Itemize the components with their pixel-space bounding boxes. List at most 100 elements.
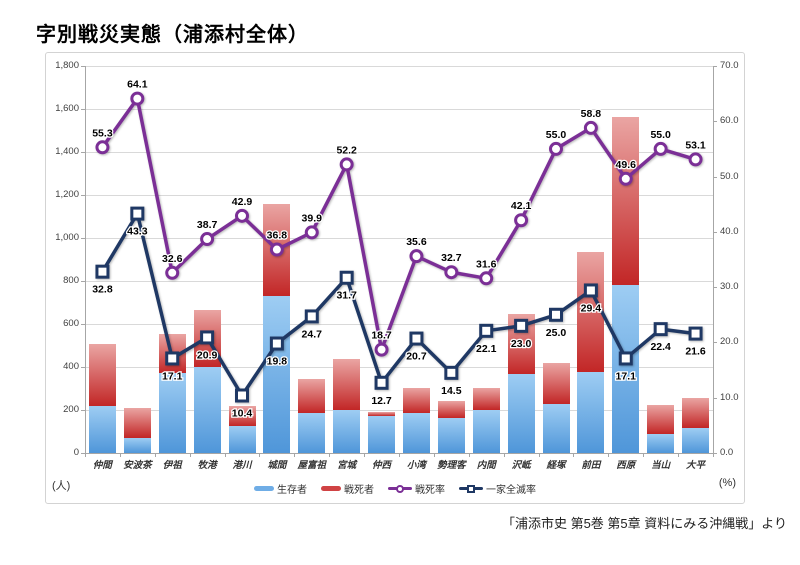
left-axis-tick-label: 1,000	[55, 232, 79, 243]
chart-container: 0 200 400 600 800 1,000 1,200 1,400 1,600 1,800 0.…	[45, 52, 745, 504]
circle-marker-icon	[165, 265, 180, 280]
circle-marker-icon	[688, 152, 703, 167]
gridline	[85, 410, 713, 411]
series-一家全滅率	[95, 206, 703, 403]
category-axis-tick	[294, 453, 296, 457]
bar-survivors	[228, 426, 256, 453]
gridline	[85, 367, 713, 368]
bar-war-dead	[298, 378, 326, 414]
data-label-一家全滅率: 25.0	[546, 327, 567, 339]
left-axis-tick	[81, 66, 85, 67]
right-axis-tick-label: 40.0	[720, 225, 739, 237]
data-label-戦死率: 42.1	[511, 200, 532, 212]
circle-marker-icon	[200, 232, 215, 247]
circle-marker-icon	[269, 242, 284, 257]
category-axis-tick	[538, 453, 540, 457]
right-axis-tick-label: 30.0	[720, 281, 739, 293]
left-axis-tick	[81, 281, 85, 282]
right-axis-line	[713, 66, 714, 453]
category-axis-tick	[85, 453, 86, 457]
category-label: 小湾	[406, 460, 426, 471]
source-citation: 「浦添市史 第5巻 第5章 資料にみる沖縄戦」より	[501, 516, 787, 531]
data-label-一家全滅率: 17.1	[616, 370, 637, 382]
square-marker-icon	[688, 326, 703, 341]
gridline	[85, 238, 713, 239]
data-label-戦死率: 31.6	[476, 258, 497, 270]
category-label: 安波茶	[123, 460, 152, 471]
bar-war-dead	[333, 359, 361, 411]
data-label-一家全滅率: 22.1	[476, 343, 497, 355]
legend-item-death-rate: 戦死率	[388, 481, 445, 496]
category-axis-tick	[573, 453, 575, 457]
left-axis-tick-label: 1,200	[55, 189, 79, 200]
bar-war-dead	[542, 362, 570, 405]
square-marker-icon	[514, 318, 529, 333]
right-axis-tick-label: 20.0	[720, 336, 739, 348]
right-axis-unit-label: (%)	[718, 477, 736, 489]
circle-marker-icon	[583, 120, 598, 135]
bar-survivors	[193, 367, 221, 453]
bar-survivors	[158, 373, 186, 453]
data-label-戦死率: 39.9	[302, 212, 323, 224]
data-label-一家全滅率: 12.7	[371, 395, 392, 407]
line-layer: 55.3 64.1 32.6 38.7 42.9 36.8 39.9 52.2 18.7 35.6…	[91, 77, 707, 420]
gridline	[85, 109, 713, 110]
chart-title: 字別戦災実態（浦添村全体）	[36, 24, 309, 46]
right-axis-tick	[713, 287, 717, 289]
circle-marker-icon	[409, 249, 424, 264]
bar-war-dead	[368, 412, 396, 417]
gridline	[85, 66, 713, 67]
data-label-戦死率: 36.8	[267, 230, 288, 242]
bar-survivors	[577, 371, 605, 453]
category-label: 宮城	[337, 460, 357, 471]
square-marker-icon	[583, 283, 598, 298]
gridline	[85, 324, 713, 325]
gridline	[85, 281, 713, 282]
data-label-戦死率: 58.8	[581, 108, 602, 120]
square-marker-icon	[618, 351, 633, 366]
death-rate-line-swatch-icon	[388, 484, 412, 493]
left-axis-tick	[81, 152, 85, 153]
bar-war-dead	[612, 116, 640, 286]
bar-war-dead	[402, 388, 430, 414]
data-label-戦死率: 52.2	[336, 144, 357, 156]
data-label-一家全滅率: 29.4	[581, 302, 602, 314]
bar-survivors	[612, 285, 640, 453]
data-label-一家全滅率: 21.6	[685, 346, 706, 358]
category-label: 屋富祖	[297, 460, 327, 471]
left-axis-tick	[81, 367, 85, 368]
data-label-戦死率: 64.1	[127, 79, 148, 91]
bar-survivors	[333, 410, 361, 453]
legend-label-family-annihilation-rate: 一家全滅率	[486, 485, 536, 496]
left-axis-tick	[81, 453, 85, 454]
war-dead-bar-swatch-icon	[321, 486, 341, 491]
survivors-bar-swatch-icon	[254, 486, 274, 491]
category-axis-tick	[329, 453, 331, 457]
right-axis-tick	[713, 176, 717, 178]
category-axis-tick	[224, 453, 226, 457]
left-axis-tick	[81, 195, 85, 196]
family-annihilation-line-swatch-icon	[459, 484, 483, 493]
data-label-戦死率: 55.0	[650, 129, 671, 141]
right-axis-tick-label: 50.0	[720, 170, 739, 182]
legend-label-war-dead: 戦死者	[344, 485, 374, 496]
data-label-戦死率: 55.0	[546, 129, 567, 141]
left-axis-tick-label: 1,400	[55, 146, 79, 157]
square-marker-icon	[235, 388, 249, 403]
category-label: 内間	[476, 460, 496, 471]
bar-war-dead	[647, 405, 675, 434]
bar-war-dead	[472, 388, 500, 411]
data-label-一家全滅率: 43.3	[127, 226, 148, 238]
circle-marker-icon	[549, 141, 563, 156]
bar-survivors	[647, 433, 675, 453]
category-axis-tick	[259, 453, 261, 457]
category-label: 大平	[686, 460, 706, 471]
category-label: 仲西	[372, 460, 392, 471]
data-label-一家全滅率: 14.5	[441, 385, 462, 397]
legend-item-survivors: 生存者	[254, 481, 307, 496]
circle-marker-icon	[653, 141, 668, 156]
data-label-一家全滅率: 19.8	[267, 356, 288, 368]
circle-marker-icon	[95, 140, 110, 155]
circle-marker-icon	[396, 484, 404, 493]
